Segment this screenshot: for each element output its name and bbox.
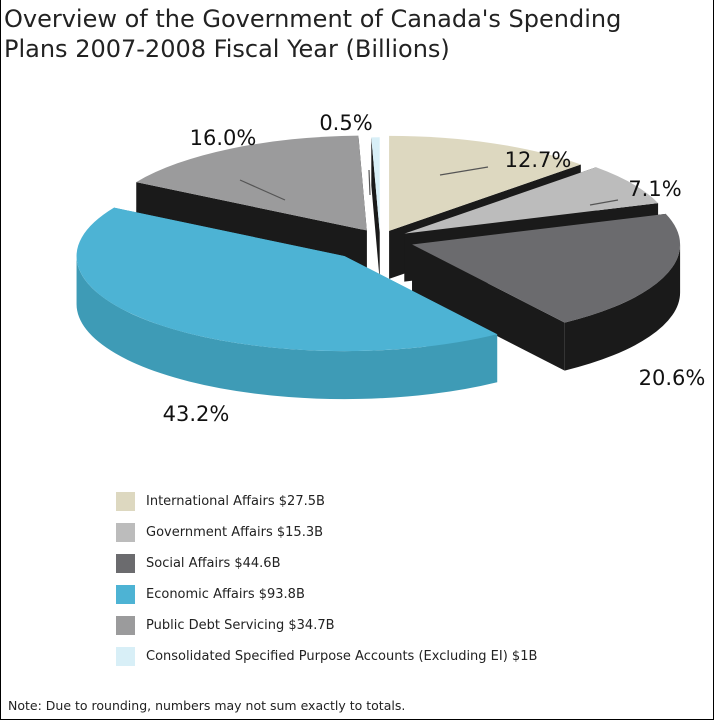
- legend-label: Economic Affairs $93.8B: [146, 587, 305, 602]
- legend-label: Government Affairs $15.3B: [146, 525, 324, 540]
- legend-item-social: Social Affairs $44.6B: [116, 548, 696, 579]
- pie-sides: [76, 135, 681, 400]
- legend-swatch: [116, 647, 135, 666]
- slice-top-public-debt: [136, 135, 367, 231]
- legend: International Affairs $27.5B Government …: [116, 486, 696, 672]
- slice-top-international: [389, 135, 581, 231]
- chart-title-line-1: Overview of the Government of Canada's S…: [4, 5, 622, 33]
- slice-top-economic: [76, 207, 498, 352]
- slice-social: [412, 213, 681, 371]
- leader-line-government: [589, 199, 619, 206]
- slice-side-social: [564, 244, 681, 371]
- pct-label-government: 7.1%: [628, 177, 681, 201]
- slice-consolidated: [371, 137, 380, 281]
- legend-item-government: Government Affairs $15.3B: [116, 517, 696, 548]
- leader-line-public-debt: [239, 179, 286, 201]
- pie-leaders: [239, 166, 619, 206]
- legend-item-consolidated: Consolidated Specified Purpose Accounts …: [116, 641, 696, 672]
- slice-economic: [76, 207, 498, 400]
- legend-item-public-debt: Public Debt Servicing $34.7B: [116, 610, 696, 641]
- legend-label: Social Affairs $44.6B: [146, 556, 281, 571]
- rounding-note: Note: Due to rounding, numbers may not s…: [8, 698, 406, 713]
- pct-label-consolidated: 0.5%: [319, 111, 372, 135]
- pct-label-international: 12.7%: [505, 148, 572, 172]
- legend-label: Consolidated Specified Purpose Accounts …: [146, 649, 538, 664]
- legend-swatch: [116, 523, 135, 542]
- legend-swatch: [116, 585, 135, 604]
- pie-chart: 12.7% 7.1% 20.6% 43.2% 16.0% 0.5%: [76, 111, 706, 426]
- legend-item-international: International Affairs $27.5B: [116, 486, 696, 517]
- pct-label-social: 20.6%: [639, 366, 706, 390]
- leader-line-consolidated: [368, 169, 371, 196]
- legend-swatch: [116, 554, 135, 573]
- chart-title: Overview of the Government of Canada's S…: [4, 4, 704, 64]
- slice-side-economic: [76, 256, 498, 400]
- legend-label: Public Debt Servicing $34.7B: [146, 618, 335, 633]
- legend-swatch: [116, 492, 135, 511]
- slice-top-social: [412, 213, 681, 323]
- legend-swatch: [116, 616, 135, 635]
- pie-labels: 12.7% 7.1% 20.6% 43.2% 16.0% 0.5%: [163, 111, 706, 426]
- leader-line-international: [439, 166, 489, 176]
- pct-label-public-debt: 16.0%: [190, 126, 257, 150]
- slice-top-government: [404, 167, 659, 234]
- pct-label-economic: 43.2%: [163, 402, 230, 426]
- legend-item-economic: Economic Affairs $93.8B: [116, 579, 696, 610]
- slice-wall-social: [412, 244, 565, 371]
- legend-label: International Affairs $27.5B: [146, 494, 325, 509]
- chart-title-line-2: Plans 2007-2008 Fiscal Year (Billions): [4, 35, 450, 63]
- slice-top-consolidated: [371, 137, 380, 233]
- slice-wall-consolidated: [371, 137, 380, 281]
